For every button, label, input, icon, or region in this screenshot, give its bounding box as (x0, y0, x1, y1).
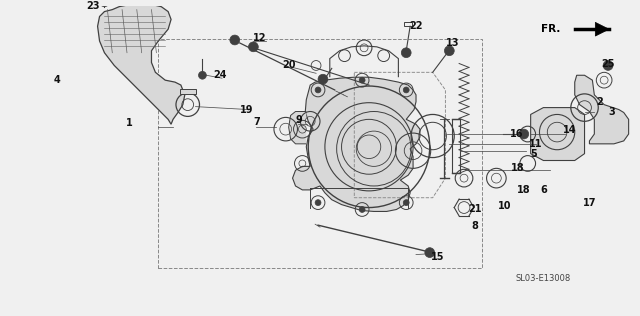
Text: 24: 24 (213, 70, 227, 80)
Text: 12: 12 (253, 33, 266, 43)
Text: 21: 21 (468, 204, 481, 215)
Bar (404, 22, 412, 26)
Circle shape (425, 248, 435, 258)
Text: 4: 4 (54, 75, 61, 85)
Bar (452, 119, 460, 173)
Text: 20: 20 (282, 60, 296, 70)
Text: 1: 1 (125, 118, 132, 128)
Circle shape (401, 48, 411, 58)
Circle shape (359, 77, 365, 83)
Circle shape (603, 61, 613, 70)
Text: 10: 10 (497, 201, 511, 210)
Text: FR.: FR. (541, 24, 560, 34)
Polygon shape (575, 75, 628, 144)
Circle shape (359, 207, 365, 212)
Circle shape (315, 87, 321, 93)
Bar (158, 39, 482, 268)
Circle shape (403, 87, 409, 93)
Text: 15: 15 (431, 252, 444, 262)
Polygon shape (97, 4, 185, 124)
Text: 3: 3 (609, 106, 615, 117)
Circle shape (444, 46, 454, 56)
Text: 14: 14 (563, 125, 577, 135)
Text: 2: 2 (596, 97, 603, 107)
Text: 23: 23 (86, 1, 99, 11)
Text: 13: 13 (445, 38, 459, 48)
Circle shape (403, 200, 409, 206)
Text: 19: 19 (240, 105, 253, 115)
Text: 11: 11 (529, 139, 542, 149)
Bar (180, 89, 196, 94)
Text: 16: 16 (510, 129, 524, 139)
Text: 18: 18 (511, 163, 525, 173)
Text: 18: 18 (517, 185, 531, 195)
Text: 22: 22 (409, 21, 423, 31)
Polygon shape (292, 77, 420, 211)
Polygon shape (531, 107, 584, 161)
Polygon shape (289, 112, 307, 144)
Circle shape (318, 74, 328, 84)
Circle shape (230, 35, 239, 45)
Text: 25: 25 (602, 58, 615, 69)
Circle shape (100, 0, 109, 7)
Circle shape (519, 129, 529, 139)
Text: 6: 6 (540, 185, 547, 195)
Text: 5: 5 (530, 149, 537, 159)
Text: 8: 8 (472, 221, 478, 231)
Text: 7: 7 (253, 117, 260, 127)
Text: 17: 17 (582, 198, 596, 208)
Circle shape (198, 71, 206, 79)
Circle shape (315, 200, 321, 206)
Text: 9: 9 (295, 115, 302, 125)
Circle shape (248, 42, 259, 52)
Text: SL03-E13008: SL03-E13008 (516, 274, 572, 283)
Polygon shape (595, 22, 609, 36)
